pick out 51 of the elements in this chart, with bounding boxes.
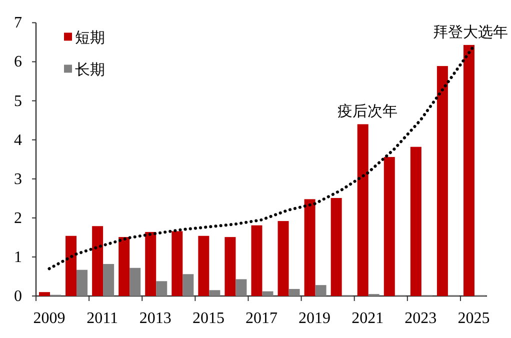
bar	[315, 285, 326, 296]
bar	[182, 274, 194, 296]
y-tick-label: 3	[14, 170, 22, 188]
bar	[236, 279, 247, 296]
bar	[384, 157, 395, 296]
bar	[156, 281, 168, 296]
annotation: 拜登大选年	[433, 22, 508, 41]
bar	[330, 198, 342, 296]
bar	[224, 237, 236, 296]
bar	[130, 268, 141, 296]
bar	[251, 225, 262, 296]
x-tick-label: 2011	[86, 310, 118, 327]
x-tick-label: 2013	[139, 310, 172, 327]
y-tick-label: 4	[14, 132, 22, 149]
bar	[198, 236, 210, 296]
bar	[410, 146, 422, 296]
x-tick-label: 2017	[246, 310, 278, 327]
bar	[118, 237, 130, 296]
bar	[76, 270, 88, 296]
line-series	[48, 44, 476, 270]
y-tick-label: 7	[14, 14, 22, 32]
bar	[145, 232, 156, 296]
bar	[262, 291, 274, 296]
bar	[304, 199, 316, 296]
x-tick-label: 2009	[33, 310, 66, 327]
y-tick-label: 5	[14, 92, 22, 110]
bar	[209, 290, 220, 296]
x-tick-label: 2015	[192, 310, 224, 327]
legend-label: 短期	[75, 28, 105, 47]
bar	[172, 231, 183, 296]
bar	[103, 264, 114, 296]
bar	[92, 226, 104, 296]
legend-item: 短期	[64, 28, 105, 47]
x-tick-label: 2023	[404, 310, 437, 327]
annotation: 疫后次年	[338, 102, 398, 120]
y-tick-label: 2	[14, 210, 22, 227]
x-tick-label: 2019	[298, 310, 331, 327]
bar	[463, 44, 474, 296]
legend-label: 长期	[75, 60, 105, 79]
y-tick-label: 6	[14, 54, 22, 71]
bar	[278, 221, 289, 296]
y-tick-label: 1	[14, 248, 22, 266]
y-tick-label: 0	[14, 288, 22, 305]
bar	[436, 66, 448, 296]
x-tick-label: 2025	[458, 310, 490, 327]
bar	[39, 292, 50, 296]
legend-item: 长期	[64, 60, 105, 79]
bar	[288, 288, 300, 296]
bar	[357, 124, 368, 296]
bar	[66, 236, 77, 296]
x-tick-label: 2021	[352, 310, 384, 327]
